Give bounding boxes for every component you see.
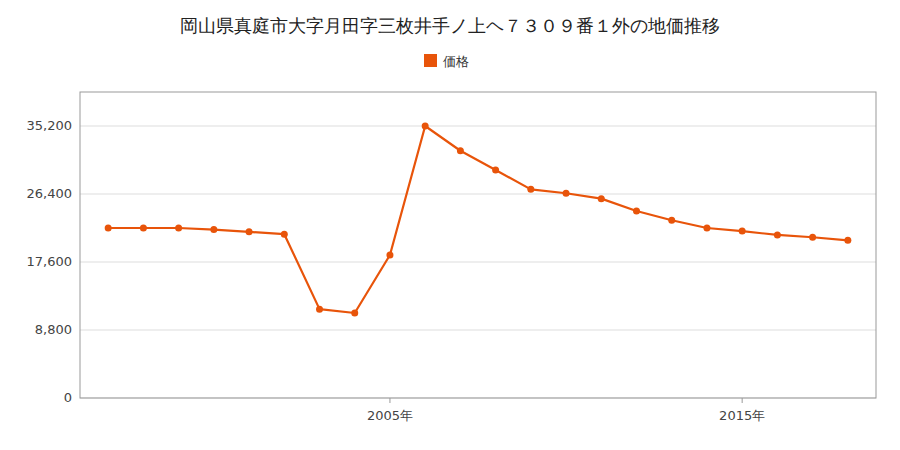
grid-line (80, 262, 876, 263)
point (210, 226, 217, 233)
point (175, 225, 182, 232)
title: 岡山県真庭市大字月田字三枚井手ノ上ヘ７３０９番１外の地価推移 (180, 15, 720, 36)
grid-line (80, 194, 876, 195)
x-tick (742, 398, 743, 403)
y-tick-label: 8,800 (35, 322, 72, 337)
point (246, 228, 253, 235)
point (739, 228, 746, 235)
point (422, 123, 429, 130)
x-tick (389, 398, 390, 403)
point (809, 234, 816, 241)
x-tick-label: 2015年 (719, 408, 765, 423)
y-tick-label: 17,600 (27, 254, 73, 269)
point (633, 208, 640, 215)
legend-label: 価格 (443, 54, 469, 69)
series-line (108, 126, 848, 313)
plot-frame (80, 92, 876, 398)
point (316, 306, 323, 313)
point (351, 310, 358, 317)
legend-swatch (424, 54, 437, 67)
point (140, 225, 147, 232)
point (703, 225, 710, 232)
y-tick-label: 26,400 (27, 186, 73, 201)
grid-line (80, 126, 876, 127)
y-tick-label: 35,200 (27, 118, 73, 133)
point (281, 231, 288, 238)
point (527, 186, 534, 193)
point (105, 225, 112, 232)
legend: 価格 (424, 54, 469, 69)
point (774, 231, 781, 238)
chart: 岡山県真庭市大字月田字三枚井手ノ上ヘ７３０９番１外の地価推移 0 8,800 17,6… (0, 0, 900, 450)
point (563, 190, 570, 197)
point (457, 147, 464, 154)
point (668, 217, 675, 224)
y-tick-label: 0 (64, 390, 72, 405)
grid-line (80, 330, 876, 331)
plot-area (105, 123, 852, 317)
y-grid (80, 126, 876, 398)
point (844, 237, 851, 244)
point (492, 167, 499, 174)
point (598, 195, 605, 202)
point (386, 252, 393, 259)
x-tick-label: 2005年 (367, 408, 413, 423)
